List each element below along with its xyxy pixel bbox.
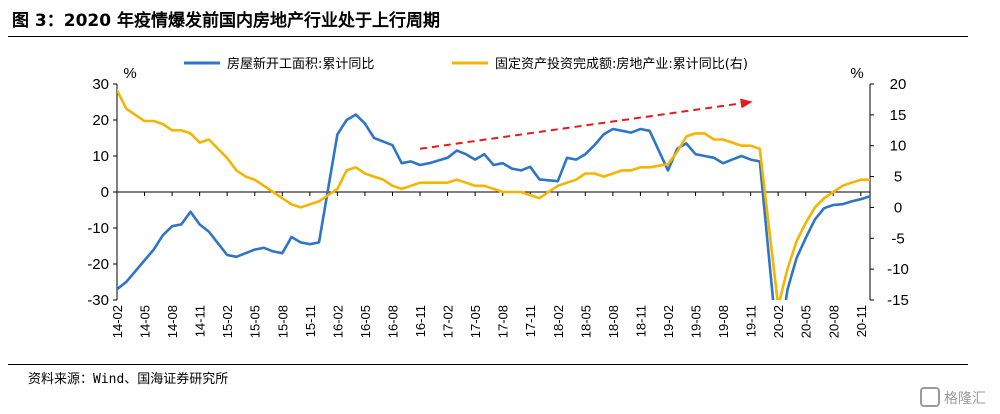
x-tick-label: 15-11 [303,305,318,337]
x-tick-label: 19-11 [744,305,759,337]
x-tick-label: 19-05 [689,305,704,338]
right-tick-label: -10 [887,261,909,278]
trend-arrow [419,98,753,150]
left-tick-label: 30 [92,76,109,93]
x-tick-label: 20-08 [826,305,841,338]
top-rule [8,36,968,37]
left-tick-label: -20 [87,256,109,273]
x-tick-label: 15-08 [275,305,290,338]
right-tick-label: -15 [887,292,909,309]
legend: 房屋新开工面积:累计同比 固定资产投资完成额:房地产业:累计同比(右) [184,56,748,72]
x-tick-label: 18-02 [551,305,566,338]
right-tick-label: 0 [894,199,902,216]
series-line-1 [117,113,870,300]
x-tick-label: 15-02 [220,305,235,338]
x-tick-label: 16-11 [413,305,428,337]
right-tick-label: 5 [894,169,902,186]
x-tick-label: 20-11 [854,305,869,337]
left-unit-label: % [123,65,136,82]
axes-layer: 30 20 10 0 -10 -20 -30 20 15 10 5 0 -5 -10 -15% % 14-02 1… [87,65,909,338]
legend-label-1: 房屋新开工面积:累计同比 [227,56,374,72]
x-tick-label: 19-02 [661,305,676,338]
watermark-text: 格隆汇 [944,391,986,407]
left-tick-label: -30 [87,292,109,309]
x-tick-label: 20-05 [799,305,814,338]
series-layer [117,88,870,300]
x-tick-label: 14-05 [138,305,153,338]
left-tick-label: 20 [92,112,109,129]
x-tick-label: 14-11 [193,305,208,337]
left-tick-label: 10 [92,148,109,165]
x-tick-label: 19-08 [716,305,731,338]
x-tick-label: 18-08 [606,305,621,338]
x-tick-label: 14-08 [165,305,180,338]
x-tick-label: 14-02 [110,305,125,338]
series-line-2 [117,88,870,300]
left-tick-label: -10 [87,220,109,237]
chart-title: 图 3：2020 年疫情爆发前国内房地产行业处于上行周期 [12,11,440,31]
x-tick-label: 17-05 [468,305,483,338]
x-tick-label: 18-05 [578,305,593,338]
x-tick-label: 18-11 [633,305,648,337]
x-tick-label: 20-02 [771,305,786,338]
left-tick-label: 0 [101,184,109,201]
watermark-logo-icon [920,387,940,407]
x-tick-label: 17-11 [523,305,538,337]
legend-label-2: 固定资产投资完成额:房地产业:累计同比(右) [495,56,748,72]
source-note: 资料来源：Wind、国海证券研究所 [28,372,229,387]
watermark: 格隆汇 [920,387,986,408]
x-tick-label: 16-08 [385,305,400,338]
right-unit-label: % [850,65,863,82]
right-tick-label: -5 [891,230,904,247]
right-tick-label: 20 [890,76,907,93]
x-tick-label: 16-02 [330,305,345,338]
x-tick-label: 15-05 [248,305,263,338]
x-tick-label: 17-08 [496,305,511,338]
right-tick-label: 15 [890,107,907,124]
bottom-rule [8,364,968,365]
right-tick-label: 10 [890,138,907,155]
x-tick-label: 16-05 [358,305,373,338]
x-tick-label: 17-02 [441,305,456,338]
annotation-layer [419,98,753,150]
